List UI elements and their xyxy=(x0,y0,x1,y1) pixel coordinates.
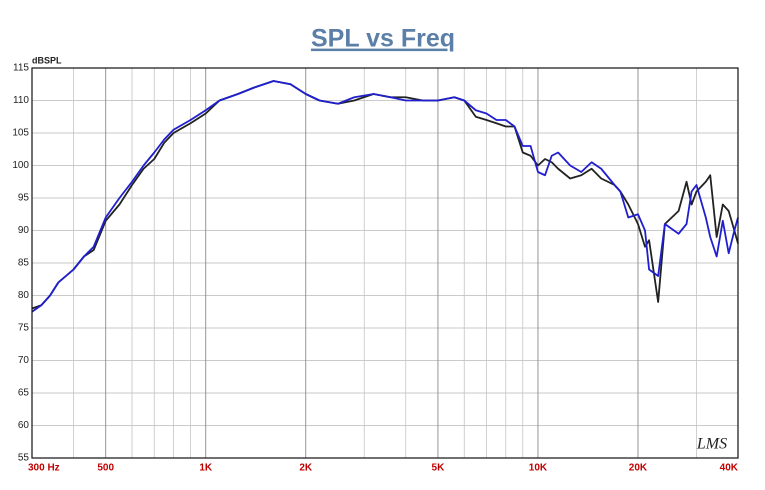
x-tick-label: 300 Hz xyxy=(28,463,60,474)
y-tick-label: 60 xyxy=(18,420,30,431)
series-lines xyxy=(31,80,739,313)
x-tick-label: 5K xyxy=(432,463,446,474)
x-tick-label: 20K xyxy=(629,463,648,474)
y-tick-label: 110 xyxy=(13,95,29,106)
chart-title: SPL vs Freq xyxy=(311,25,455,53)
y-tick-label: 75 xyxy=(18,323,30,334)
y-tick-label: 95 xyxy=(18,193,30,204)
y-tick-label: 100 xyxy=(12,160,29,171)
y-tick-label: 70 xyxy=(18,355,30,366)
y-tick-label: 105 xyxy=(12,128,29,139)
series-line xyxy=(31,80,739,310)
x-tick-label: 2K xyxy=(299,463,313,474)
x-tick-label: 500 xyxy=(97,463,114,474)
x-tick-label: 1K xyxy=(199,463,213,474)
y-axis-label: dBSPL xyxy=(32,55,62,65)
y-tick-label: 65 xyxy=(18,388,30,399)
y-tick-label: 80 xyxy=(18,290,30,301)
series-line xyxy=(31,80,739,313)
x-tick-label: 10K xyxy=(529,463,548,474)
grid xyxy=(31,67,739,459)
y-tick-label: 85 xyxy=(18,258,30,269)
watermark: LMS xyxy=(696,436,727,453)
x-tick-label: 40K xyxy=(720,463,739,474)
y-tick-label: 115 xyxy=(13,63,29,74)
y-tick-label: 55 xyxy=(18,453,30,464)
y-tick-label: 90 xyxy=(18,225,30,236)
plot-frame xyxy=(31,67,739,459)
